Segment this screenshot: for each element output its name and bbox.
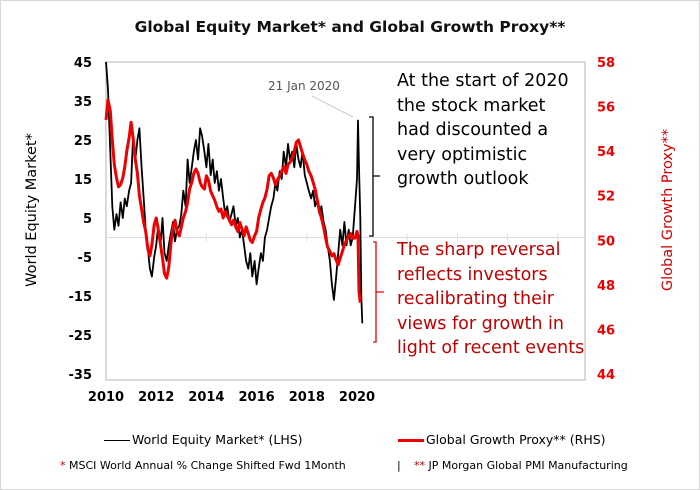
annotation-black-line: growth outlook xyxy=(397,169,529,189)
y-tick-label-left: -35 xyxy=(69,368,93,383)
footnote-1-star: * xyxy=(60,459,66,472)
annotation-red-line: The sharp reversal xyxy=(397,240,561,260)
x-tick-label: 2020 xyxy=(339,390,375,405)
y-tick-label-right: 54 xyxy=(597,145,615,160)
legend-label-equity: World Equity Market* (LHS) xyxy=(132,432,303,447)
y-axis-left-title: World Equity Market* xyxy=(24,133,40,287)
y-tick-label-right: 48 xyxy=(597,279,615,294)
footnote-1-text: MSCI World Annual % Change Shifted Fwd 1… xyxy=(69,459,346,472)
x-tick-label: 2012 xyxy=(138,390,174,405)
x-tick-label: 2018 xyxy=(289,390,325,405)
y-tick-label-left: -25 xyxy=(69,329,93,344)
chart-title: Global Equity Market* and Global Growth … xyxy=(134,18,566,36)
legend-item-equity: World Equity Market* (LHS) xyxy=(104,432,303,447)
legend-swatch-black xyxy=(104,440,130,441)
x-tick-label: 2014 xyxy=(188,390,224,405)
y-axis-right-title: Global Growth Proxy** xyxy=(660,128,676,292)
legend-label-growth: Global Growth Proxy** (RHS) xyxy=(426,432,606,447)
annotation-red: The sharp reversal reflects investors re… xyxy=(397,238,584,361)
y-tick-label-left: 15 xyxy=(74,173,92,188)
y-tick-label-left: 25 xyxy=(74,134,92,149)
annotation-black-line: very optimistic xyxy=(397,144,528,165)
legend-item-growth: Global Growth Proxy** (RHS) xyxy=(398,432,606,447)
annotation-black: At the start of 2020 the stock market ha… xyxy=(397,69,569,192)
y-tick-label-left: -5 xyxy=(78,251,92,266)
annotation-red-line: views for growth in xyxy=(397,313,565,334)
y-tick-label-right: 52 xyxy=(597,190,615,205)
bracket-red xyxy=(373,241,384,343)
y-tick-label-left: 35 xyxy=(74,95,92,110)
footnote-separator: | xyxy=(397,459,401,472)
date-annotation: 21 Jan 2020 xyxy=(268,79,340,93)
series-line-equity xyxy=(105,61,364,324)
y-tick-label-right: 50 xyxy=(597,234,615,249)
footnote-1: * MSCI World Annual % Change Shifted Fwd… xyxy=(60,459,346,472)
annotation-red-line: reflects investors xyxy=(397,264,548,285)
annotation-black-line: the stock market xyxy=(397,95,546,116)
legend-swatch-red xyxy=(398,439,424,442)
y-tick-label-right: 58 xyxy=(597,56,615,71)
y-tick-label-left: -15 xyxy=(69,290,93,305)
y-tick-label-right: 46 xyxy=(597,323,615,338)
footnote-2-star: ** xyxy=(414,459,425,472)
annotation-black-line: had discounted a xyxy=(397,120,549,140)
y-tick-label-left: 45 xyxy=(74,56,92,71)
footnote-2-text: JP Morgan Global PMI Manufacturing xyxy=(428,459,628,472)
date-pointer-line xyxy=(311,95,354,118)
series-line-growth xyxy=(104,98,362,303)
plot-frame xyxy=(105,61,586,381)
x-tick-label: 2010 xyxy=(88,390,124,405)
annotation-red-line: recalibrating their xyxy=(397,289,554,309)
y-tick-label-right: 56 xyxy=(597,101,615,116)
annotation-red-line: light of recent events xyxy=(397,338,585,358)
bracket-black xyxy=(369,116,380,237)
footnote-2: ** JP Morgan Global PMI Manufacturing xyxy=(414,459,628,472)
y-tick-label-left: 5 xyxy=(83,212,92,227)
annotation-black-line: At the start of 2020 xyxy=(397,71,569,91)
y-tick-label-right: 44 xyxy=(597,368,615,383)
x-tick-label: 2016 xyxy=(239,390,275,405)
